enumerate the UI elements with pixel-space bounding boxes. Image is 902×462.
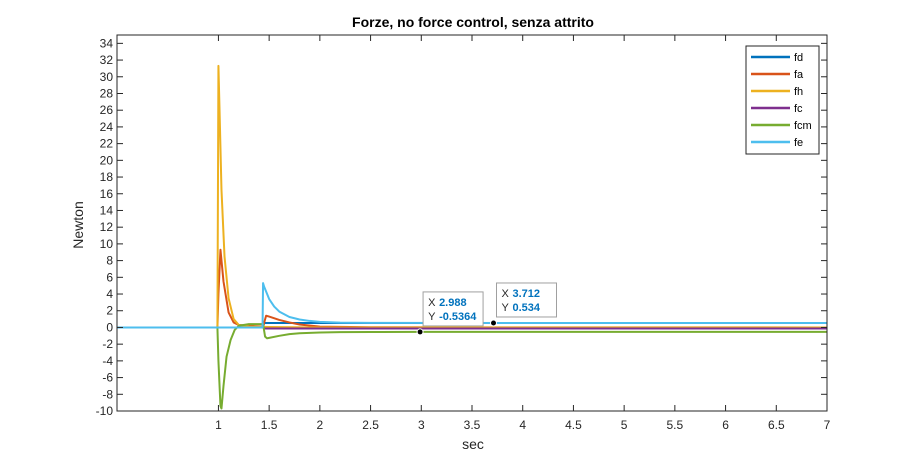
series-line-fe[interactable]	[117, 282, 828, 329]
x-tick-label: 3.5	[464, 418, 481, 432]
datatip-marker[interactable]	[416, 328, 424, 336]
y-tick-label: 24	[100, 120, 114, 134]
datatip-box	[422, 291, 484, 327]
x-tick-label: 3	[418, 418, 425, 432]
x-tick-label: 1	[215, 418, 222, 432]
legend[interactable]: fd fa fh fc fcm fe	[745, 45, 820, 155]
x-tick-label: 2	[317, 418, 324, 432]
y-tick-label: -2	[102, 337, 113, 351]
y-tick-label: 28	[100, 86, 114, 100]
series-layer	[117, 64, 828, 410]
datatip-x-value: 2.988	[439, 297, 467, 309]
legend-label-fe: fe	[794, 137, 803, 149]
legend-label-fcm: fcm	[794, 120, 812, 132]
x-tick-label: 6	[722, 418, 729, 432]
datatip-y-key: Y	[428, 311, 436, 323]
y-tick-label: 6	[106, 270, 113, 284]
datatip-marker[interactable]	[490, 319, 498, 327]
x-axis-title: sec	[462, 436, 484, 452]
legend-box	[745, 45, 820, 155]
y-tick-label: 22	[100, 137, 114, 151]
datatip-x-key: X	[428, 297, 436, 309]
y-tick-label: -10	[96, 404, 114, 418]
datatip-y-key: Y	[502, 302, 510, 314]
y-tick-label: 34	[100, 36, 114, 50]
x-tick-label: 6.5	[768, 418, 785, 432]
x-tick-label: 7	[824, 418, 831, 432]
series-line-fh[interactable]	[117, 64, 827, 329]
datatip-x-key: X	[502, 288, 510, 300]
x-tick-label: 4.5	[565, 418, 582, 432]
y-tick-label: 8	[106, 254, 113, 268]
y-tick-label: 4	[106, 287, 113, 301]
y-tick-label: -4	[102, 354, 113, 368]
y-tick-label: 30	[100, 70, 114, 84]
legend-label-fc: fc	[794, 103, 803, 115]
legend-label-fd: fd	[794, 52, 803, 64]
x-tick-label: 2.5	[362, 418, 379, 432]
chart-title: Forze, no force control, senza attrito	[352, 14, 594, 30]
y-axis-title: Newton	[70, 201, 86, 248]
datatip-y-value: -0.5364	[439, 311, 477, 323]
y-tick-label: -8	[102, 387, 113, 401]
y-tick-label: 26	[100, 103, 114, 117]
x-tick-label: 5	[621, 418, 628, 432]
legend-label-fh: fh	[794, 86, 803, 98]
x-tick-label: 4	[519, 418, 526, 432]
plot-area[interactable]	[117, 35, 827, 411]
y-tick-label: 14	[100, 203, 114, 217]
y-tick-label: 16	[100, 187, 114, 201]
legend-label-fa: fa	[794, 69, 804, 81]
datatip-box	[496, 282, 558, 318]
y-tick-label: -6	[102, 371, 113, 385]
datatip-x-value: 3.712	[513, 288, 541, 300]
y-tick-label: 18	[100, 170, 114, 184]
y-tick-label: 12	[100, 220, 114, 234]
x-tick-label: 5.5	[667, 418, 684, 432]
y-tick-label: 0	[106, 320, 113, 334]
x-tick-label: 1.5	[261, 418, 278, 432]
y-tick-label: 20	[100, 153, 114, 167]
y-tick-label: 10	[100, 237, 114, 251]
datatip-y-value: 0.534	[513, 302, 541, 314]
y-tick-label: 32	[100, 53, 114, 67]
axes-layer: 1 1.5 2 2.5 3 3.5 4 4.5 5 5.5 6 6.5 7-10-8-6-4-20246…	[96, 34, 831, 432]
y-tick-label: 2	[106, 304, 113, 318]
